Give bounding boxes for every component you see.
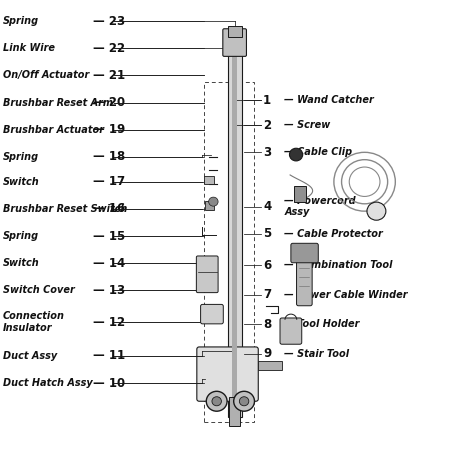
Text: — 16: — 16 — [93, 202, 125, 215]
Text: 7: 7 — [263, 288, 271, 301]
Text: — Combination Tool: — Combination Tool — [284, 261, 393, 271]
FancyBboxPatch shape — [196, 256, 218, 293]
Text: 3: 3 — [263, 146, 271, 159]
Circle shape — [239, 397, 249, 406]
Text: — 12: — 12 — [93, 316, 125, 329]
Text: — 23: — 23 — [93, 15, 125, 28]
Text: — 14: — 14 — [93, 257, 125, 270]
Circle shape — [212, 397, 221, 406]
Text: Switch Cover: Switch Cover — [3, 286, 75, 296]
Text: Spring: Spring — [3, 231, 39, 241]
FancyBboxPatch shape — [280, 318, 302, 344]
Text: 1: 1 — [263, 94, 271, 107]
Text: Duct Assy: Duct Assy — [3, 351, 57, 361]
Text: Duct Hatch Assy: Duct Hatch Assy — [3, 378, 93, 388]
Text: — Cable Clip: — Cable Clip — [284, 147, 352, 158]
Text: On/Off Actuator: On/Off Actuator — [3, 70, 89, 80]
Bar — [228, 41, 242, 417]
Text: — Powercord
Assy: — Powercord Assy — [284, 196, 356, 217]
Text: 4: 4 — [263, 200, 271, 213]
Bar — [204, 82, 254, 422]
FancyBboxPatch shape — [197, 347, 258, 401]
Text: — 10: — 10 — [93, 377, 125, 390]
Bar — [229, 397, 240, 426]
Bar — [294, 186, 306, 202]
Text: — 15: — 15 — [93, 230, 125, 242]
Text: — 11: — 11 — [93, 350, 125, 362]
Text: Brushbar Reset Switch: Brushbar Reset Switch — [3, 204, 128, 214]
Bar — [228, 25, 242, 37]
Text: — 19: — 19 — [93, 123, 125, 136]
FancyBboxPatch shape — [297, 252, 312, 306]
Text: Connection
Insulator: Connection Insulator — [3, 311, 65, 333]
Bar — [205, 201, 214, 210]
Circle shape — [367, 202, 386, 220]
Text: — Stair Tool: — Stair Tool — [284, 349, 349, 359]
Circle shape — [206, 391, 227, 411]
Text: — 17: — 17 — [93, 175, 125, 188]
Text: 2: 2 — [263, 118, 271, 132]
Text: Switch: Switch — [3, 177, 40, 187]
Text: 6: 6 — [263, 259, 271, 272]
Text: — 18: — 18 — [93, 150, 125, 163]
Text: 5: 5 — [263, 227, 271, 240]
Bar — [232, 41, 237, 417]
Circle shape — [209, 197, 218, 206]
Text: — Lower Cable Winder: — Lower Cable Winder — [284, 290, 408, 300]
Text: Spring: Spring — [3, 16, 39, 26]
Text: Spring: Spring — [3, 152, 39, 162]
Circle shape — [290, 148, 303, 161]
Bar — [258, 360, 282, 370]
Text: — 13: — 13 — [93, 284, 125, 297]
Text: — 22: — 22 — [93, 42, 125, 55]
FancyBboxPatch shape — [291, 243, 318, 263]
Bar — [204, 176, 214, 184]
FancyBboxPatch shape — [223, 29, 246, 56]
Text: Switch: Switch — [3, 258, 40, 268]
Text: 9: 9 — [263, 347, 271, 360]
Text: — Cable Protector: — Cable Protector — [284, 229, 383, 239]
FancyBboxPatch shape — [201, 304, 223, 324]
Text: — Screw: — Screw — [284, 120, 330, 130]
Text: Brushbar Actuator: Brushbar Actuator — [3, 125, 104, 135]
Text: Link Wire: Link Wire — [3, 43, 55, 53]
Text: Brushbar Reset Arm: Brushbar Reset Arm — [3, 98, 113, 108]
Text: — Wand Catcher: — Wand Catcher — [284, 95, 374, 105]
Text: — Tool Holder: — Tool Holder — [284, 319, 360, 329]
Text: — 21: — 21 — [93, 69, 125, 82]
Circle shape — [234, 391, 255, 411]
Text: 8: 8 — [263, 318, 271, 331]
Text: — 20: — 20 — [93, 96, 125, 109]
